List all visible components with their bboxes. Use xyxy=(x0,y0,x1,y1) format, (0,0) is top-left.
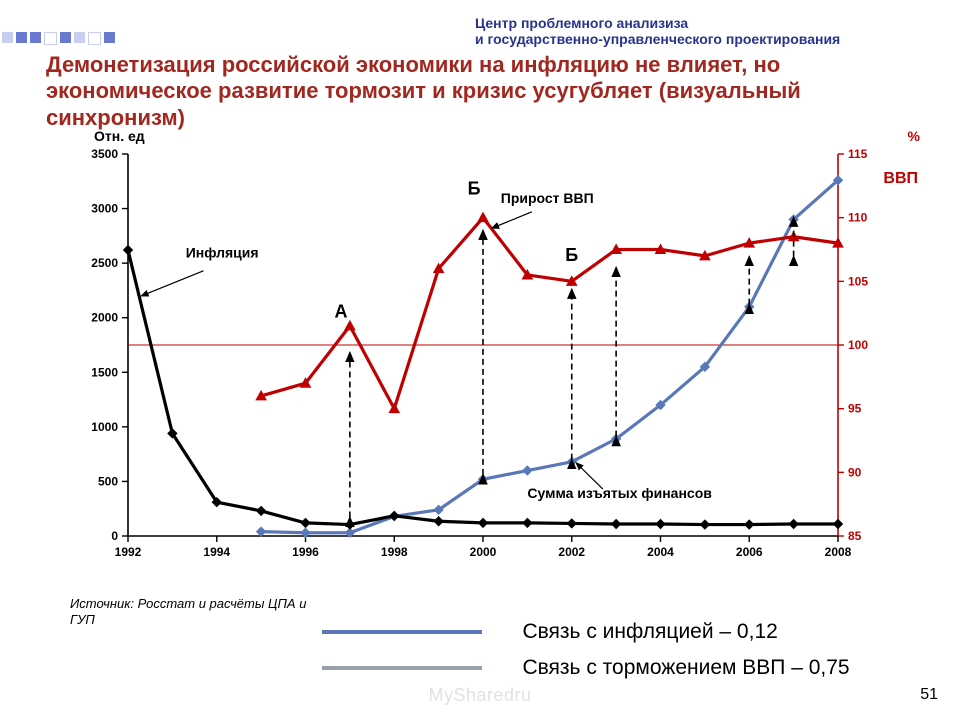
legend-text-1: Связь с инфляцией – 0,12 xyxy=(522,620,777,643)
source-note: Источник: Росстат и расчёты ЦПА и ГУП xyxy=(70,596,310,627)
svg-text:1992: 1992 xyxy=(115,545,142,559)
svg-text:Сумма изъятых финансов: Сумма изъятых финансов xyxy=(527,485,712,501)
svg-text:1996: 1996 xyxy=(292,545,319,559)
svg-text:3500: 3500 xyxy=(91,147,118,161)
org-line2: и государственно-управленческого проекти… xyxy=(475,31,840,47)
svg-text:3000: 3000 xyxy=(91,202,118,216)
svg-text:Инфляция: Инфляция xyxy=(186,245,259,261)
watermark: MySharedru xyxy=(0,685,960,706)
svg-text:0: 0 xyxy=(111,529,118,543)
svg-text:500: 500 xyxy=(98,474,118,488)
org-line1: Центр проблемного анализиза xyxy=(475,15,688,31)
svg-text:2000: 2000 xyxy=(91,311,118,325)
svg-text:Прирост ВВП: Прирост ВВП xyxy=(501,190,594,206)
svg-text:1998: 1998 xyxy=(381,545,408,559)
svg-text:1000: 1000 xyxy=(91,420,118,434)
svg-text:2002: 2002 xyxy=(558,545,585,559)
svg-text:100: 100 xyxy=(848,338,868,352)
svg-text:95: 95 xyxy=(848,402,862,416)
legend-text-2: Связь с торможением ВВП – 0,75 xyxy=(522,656,849,679)
svg-text:Б: Б xyxy=(468,178,481,198)
decor-squares xyxy=(2,32,115,45)
org-name: Центр проблемного анализиза и государств… xyxy=(475,15,935,47)
svg-text:2500: 2500 xyxy=(91,256,118,270)
svg-text:110: 110 xyxy=(848,211,868,225)
svg-text:А: А xyxy=(335,302,348,322)
svg-text:2008: 2008 xyxy=(825,545,852,559)
legend-row-2: Связь с торможением ВВП – 0,75 xyxy=(322,656,850,680)
svg-text:115: 115 xyxy=(848,147,868,161)
svg-text:1994: 1994 xyxy=(203,545,230,559)
svg-text:Б: Б xyxy=(565,245,578,265)
svg-text:1500: 1500 xyxy=(91,365,118,379)
page-number: 51 xyxy=(920,686,938,704)
legend-row-1: Связь с инфляцией – 0,12 xyxy=(322,620,778,644)
svg-text:85: 85 xyxy=(848,529,862,543)
legend-swatch-1 xyxy=(322,630,482,634)
chart: 0 500 1000 1500 2000 2500 3000 3500 85 90 95 100 105… xyxy=(62,140,894,580)
y-right-label: % xyxy=(908,128,920,144)
svg-text:2004: 2004 xyxy=(647,545,674,559)
svg-text:90: 90 xyxy=(848,465,862,479)
legend-swatch-2 xyxy=(322,666,482,670)
page-title: Демонетизация российской экономики на ин… xyxy=(46,52,916,131)
svg-text:2006: 2006 xyxy=(736,545,763,559)
page: Центр проблемного анализиза и государств… xyxy=(0,0,960,720)
svg-text:105: 105 xyxy=(848,274,868,288)
svg-text:2000: 2000 xyxy=(470,545,497,559)
